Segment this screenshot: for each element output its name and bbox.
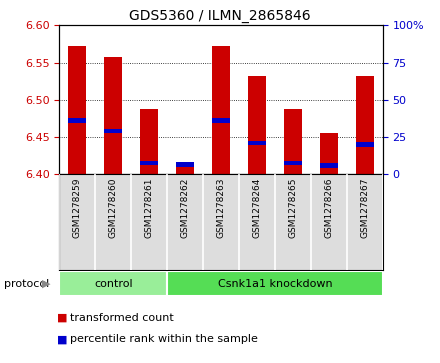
Bar (176, 162, 194, 167)
Text: transformed count: transformed count (70, 313, 174, 323)
Bar (284, 161, 302, 165)
Text: Csnk1a1 knockdown: Csnk1a1 knockdown (218, 278, 332, 289)
Text: control: control (94, 278, 132, 289)
Bar (176, 164, 194, 174)
Bar (104, 57, 122, 174)
Bar (320, 163, 338, 168)
Bar (59, 271, 167, 296)
Bar (140, 109, 158, 174)
Text: GSM1278262: GSM1278262 (181, 177, 190, 237)
Text: GSM1278266: GSM1278266 (324, 177, 334, 238)
Bar (212, 118, 230, 123)
Text: GSM1278264: GSM1278264 (253, 177, 261, 237)
Bar (140, 161, 158, 165)
Text: GSM1278260: GSM1278260 (109, 177, 118, 238)
Text: protocol: protocol (4, 278, 50, 289)
Bar (248, 76, 266, 174)
Text: GSM1278267: GSM1278267 (360, 177, 369, 238)
Text: GSM1278265: GSM1278265 (289, 177, 297, 238)
Bar (356, 76, 374, 174)
Bar (356, 142, 374, 147)
Bar (68, 118, 86, 123)
Bar (167, 271, 383, 296)
Bar (212, 46, 230, 174)
Text: ■: ■ (57, 313, 68, 323)
Bar (320, 133, 338, 174)
Text: ▶: ▶ (42, 278, 51, 289)
Bar (284, 109, 302, 174)
Bar (68, 46, 86, 174)
Bar (104, 129, 122, 133)
Text: GSM1278261: GSM1278261 (145, 177, 154, 238)
Text: percentile rank within the sample: percentile rank within the sample (70, 334, 258, 344)
Text: ■: ■ (57, 334, 68, 344)
Bar (248, 141, 266, 145)
Text: GSM1278263: GSM1278263 (216, 177, 226, 238)
Text: GSM1278259: GSM1278259 (73, 177, 82, 238)
Text: GDS5360 / ILMN_2865846: GDS5360 / ILMN_2865846 (129, 9, 311, 23)
